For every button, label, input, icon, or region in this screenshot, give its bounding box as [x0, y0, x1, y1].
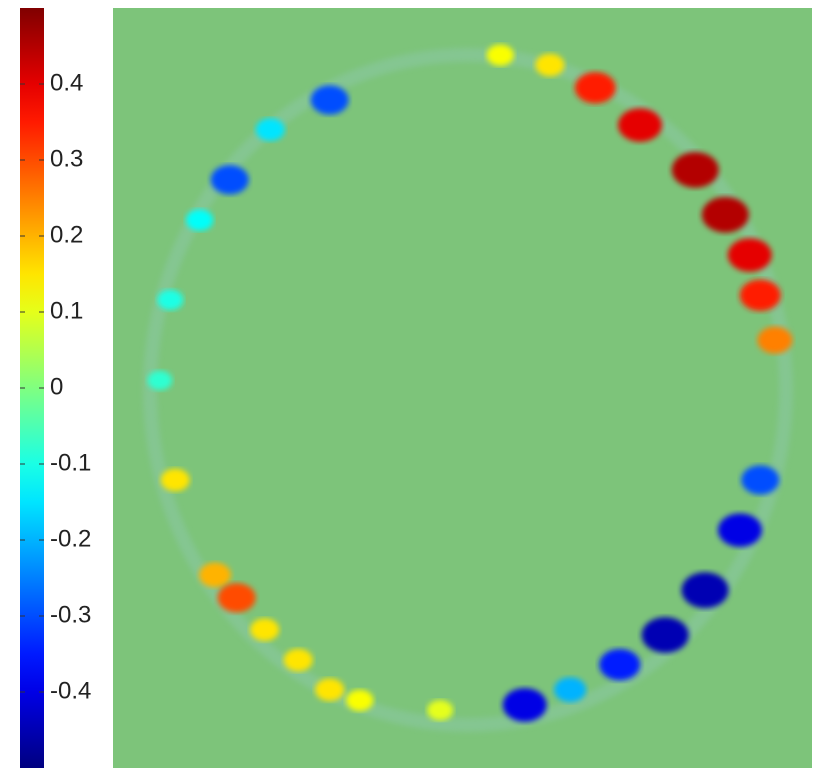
- colorbar-tick-label: 0.2: [50, 221, 83, 248]
- heat-blob: [727, 238, 772, 272]
- heat-blob: [147, 370, 173, 391]
- heat-blob: [739, 279, 781, 311]
- heat-blob: [502, 688, 547, 722]
- heat-blob: [157, 289, 184, 311]
- colorbar-tick-label: -0.4: [50, 677, 91, 704]
- heat-blob: [701, 196, 749, 233]
- colorbar-tick-label: 0.1: [50, 297, 83, 324]
- heat-blob: [346, 689, 374, 711]
- heat-blob: [671, 151, 719, 188]
- heat-blob: [574, 72, 616, 104]
- colorbar-tick-label: 0.4: [50, 69, 83, 96]
- colorbar-tick-label: -0.2: [50, 525, 91, 552]
- ring-haze: [143, 48, 793, 732]
- heat-blob: [315, 678, 345, 702]
- heat-blob: [599, 648, 641, 681]
- colorbar-tick-label: -0.1: [50, 449, 91, 476]
- heat-blob: [255, 118, 285, 141]
- colorbar-tick-label: 0: [50, 373, 63, 400]
- heat-blob: [283, 648, 313, 672]
- heat-blob: [718, 513, 763, 547]
- heat-blob: [217, 583, 256, 613]
- heat-blob: [310, 85, 349, 115]
- heat-blob: [160, 468, 190, 492]
- heat-blob: [641, 617, 689, 653]
- heatmap-background: [113, 8, 812, 768]
- heat-blob: [427, 700, 454, 721]
- heat-blob: [554, 677, 587, 703]
- heat-blob: [199, 562, 232, 588]
- heat-blob: [618, 108, 663, 142]
- heat-blob: [250, 618, 280, 641]
- heat-blob: [757, 326, 793, 354]
- heat-blob: [535, 53, 565, 77]
- colorbar-tick-label: -0.3: [50, 601, 91, 628]
- heat-blob: [186, 209, 214, 231]
- colorbar-tick-label: 0.3: [50, 145, 83, 172]
- heat-blob: [681, 572, 729, 609]
- heat-blob: [210, 165, 249, 195]
- heat-blob: [486, 44, 514, 66]
- heat-blob: [741, 465, 780, 495]
